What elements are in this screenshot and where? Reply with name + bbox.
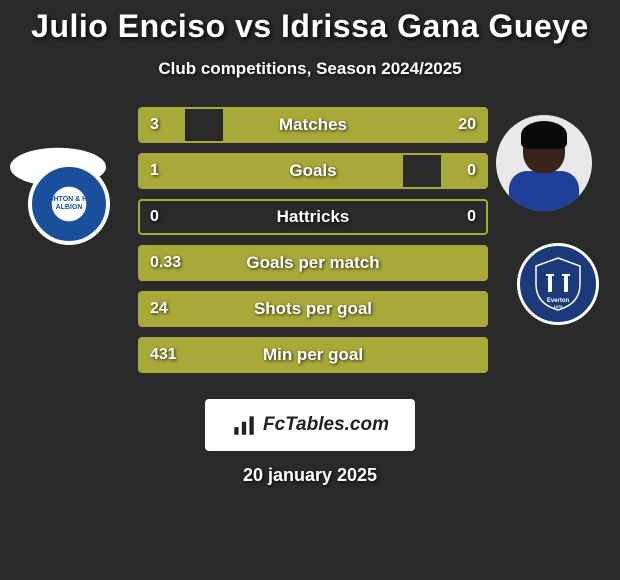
stat-label: Min per goal [140,345,486,365]
svg-text:1878: 1878 [554,304,564,309]
stat-label: Shots per goal [140,299,486,319]
stat-row: 320Matches [138,107,488,143]
page-title: Julio Enciso vs Idrissa Gana Gueye [0,8,620,45]
stat-row: 0.33Goals per match [138,245,488,281]
chart-icon [231,412,257,438]
source-logo: FcTables.com [205,399,415,451]
stat-row: 431Min per goal [138,337,488,373]
stats-area: BRIGHTON & HOVEALBION Everton 1878 320Ma… [0,107,620,377]
club-badge-left-label: BRIGHTON & HOVEALBION [36,196,102,211]
everton-crest-icon: Everton 1878 [528,254,588,314]
subtitle: Club competitions, Season 2024/2025 [0,59,620,79]
stat-bars: 320Matches 10Goals 00Hattricks 0.33Goals pe… [138,107,488,383]
source-text: FcTables.com [263,414,389,436]
club-badge-left: BRIGHTON & HOVEALBION [28,163,110,245]
stat-row: 24Shots per goal [138,291,488,327]
stat-label: Goals [140,161,486,181]
player-right-avatar [496,115,592,211]
stat-row: 10Goals [138,153,488,189]
stat-row: 00Hattricks [138,199,488,235]
stat-label: Hattricks [140,207,486,227]
club-badge-right: Everton 1878 [517,243,599,325]
stat-label: Matches [140,115,486,135]
date-text: 20 january 2025 [0,465,620,486]
stat-label: Goals per match [140,253,486,273]
comparison-card: Julio Enciso vs Idrissa Gana Gueye Club … [0,0,620,580]
